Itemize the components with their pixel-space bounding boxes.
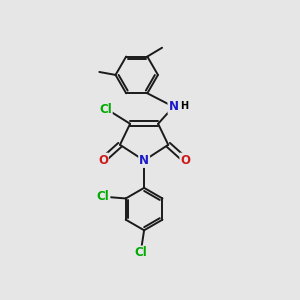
Text: Cl: Cl: [97, 190, 110, 203]
Text: N: N: [139, 154, 149, 167]
Text: H: H: [181, 100, 189, 110]
Text: Cl: Cl: [99, 103, 112, 116]
Text: O: O: [180, 154, 190, 166]
Text: O: O: [98, 154, 108, 166]
Text: N: N: [168, 100, 178, 113]
Text: Cl: Cl: [135, 246, 148, 260]
